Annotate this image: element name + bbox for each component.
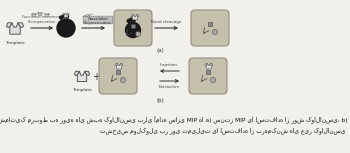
Text: Polymerisation: Polymerisation: [84, 21, 112, 25]
Text: تشخیص مولکولی بر روی تمیلیت یا استفاده از برهمکنش های غیر کوالانسی: تشخیص مولکولی بر روی تمیلیت یا استفاده ا…: [100, 127, 345, 134]
FancyBboxPatch shape: [189, 58, 227, 94]
Text: Insertion: Insertion: [160, 63, 178, 67]
Polygon shape: [120, 63, 123, 66]
Polygon shape: [41, 12, 42, 14]
Text: (b): (b): [156, 98, 164, 103]
Circle shape: [57, 19, 75, 37]
Polygon shape: [77, 71, 87, 82]
Polygon shape: [136, 15, 139, 17]
Circle shape: [126, 22, 140, 37]
Text: Preorganisation: Preorganisation: [28, 19, 56, 24]
Text: شکل 4 بیان شماتیک مربوط به رویه های شبه کوالانسی برای آماده سازی MIP ها a) سنتز : شکل 4 بیان شماتیک مربوط به رویه های شبه …: [0, 115, 348, 123]
FancyBboxPatch shape: [114, 10, 152, 46]
Polygon shape: [205, 63, 208, 66]
Polygon shape: [67, 13, 69, 15]
Circle shape: [130, 18, 133, 21]
Polygon shape: [18, 23, 23, 28]
Polygon shape: [6, 23, 12, 28]
Polygon shape: [117, 63, 121, 69]
Polygon shape: [33, 13, 36, 17]
Text: Functional monomers: Functional monomers: [22, 15, 62, 19]
Polygon shape: [206, 70, 210, 74]
Polygon shape: [64, 13, 68, 17]
Polygon shape: [115, 63, 118, 66]
Polygon shape: [208, 22, 212, 26]
Polygon shape: [74, 71, 79, 76]
Polygon shape: [116, 70, 120, 74]
Polygon shape: [48, 13, 49, 15]
Text: Crosslinker: Crosslinker: [88, 17, 108, 22]
Circle shape: [60, 16, 63, 19]
Text: Template: Template: [72, 88, 92, 92]
Polygon shape: [35, 13, 36, 15]
Circle shape: [120, 78, 126, 82]
FancyBboxPatch shape: [191, 10, 229, 46]
Polygon shape: [206, 63, 211, 69]
FancyBboxPatch shape: [99, 58, 137, 94]
Text: (a): (a): [156, 48, 164, 53]
Circle shape: [62, 15, 65, 18]
Polygon shape: [46, 13, 49, 17]
Polygon shape: [210, 63, 213, 66]
Text: Template: Template: [5, 41, 25, 45]
Circle shape: [135, 32, 140, 37]
Text: +: +: [92, 72, 100, 82]
Polygon shape: [85, 71, 90, 76]
Polygon shape: [131, 15, 134, 17]
Circle shape: [132, 19, 135, 22]
Circle shape: [127, 19, 130, 22]
Polygon shape: [37, 12, 39, 14]
Polygon shape: [44, 13, 46, 15]
Polygon shape: [131, 24, 135, 28]
Polygon shape: [32, 13, 33, 15]
Circle shape: [65, 15, 69, 18]
Text: Extraction: Extraction: [159, 84, 180, 88]
Circle shape: [212, 30, 217, 34]
Polygon shape: [38, 12, 42, 16]
Circle shape: [210, 78, 216, 82]
FancyBboxPatch shape: [83, 16, 113, 24]
Polygon shape: [10, 23, 20, 34]
Text: Bond cleavage: Bond cleavage: [151, 19, 181, 24]
Polygon shape: [63, 13, 65, 15]
Polygon shape: [133, 15, 138, 20]
